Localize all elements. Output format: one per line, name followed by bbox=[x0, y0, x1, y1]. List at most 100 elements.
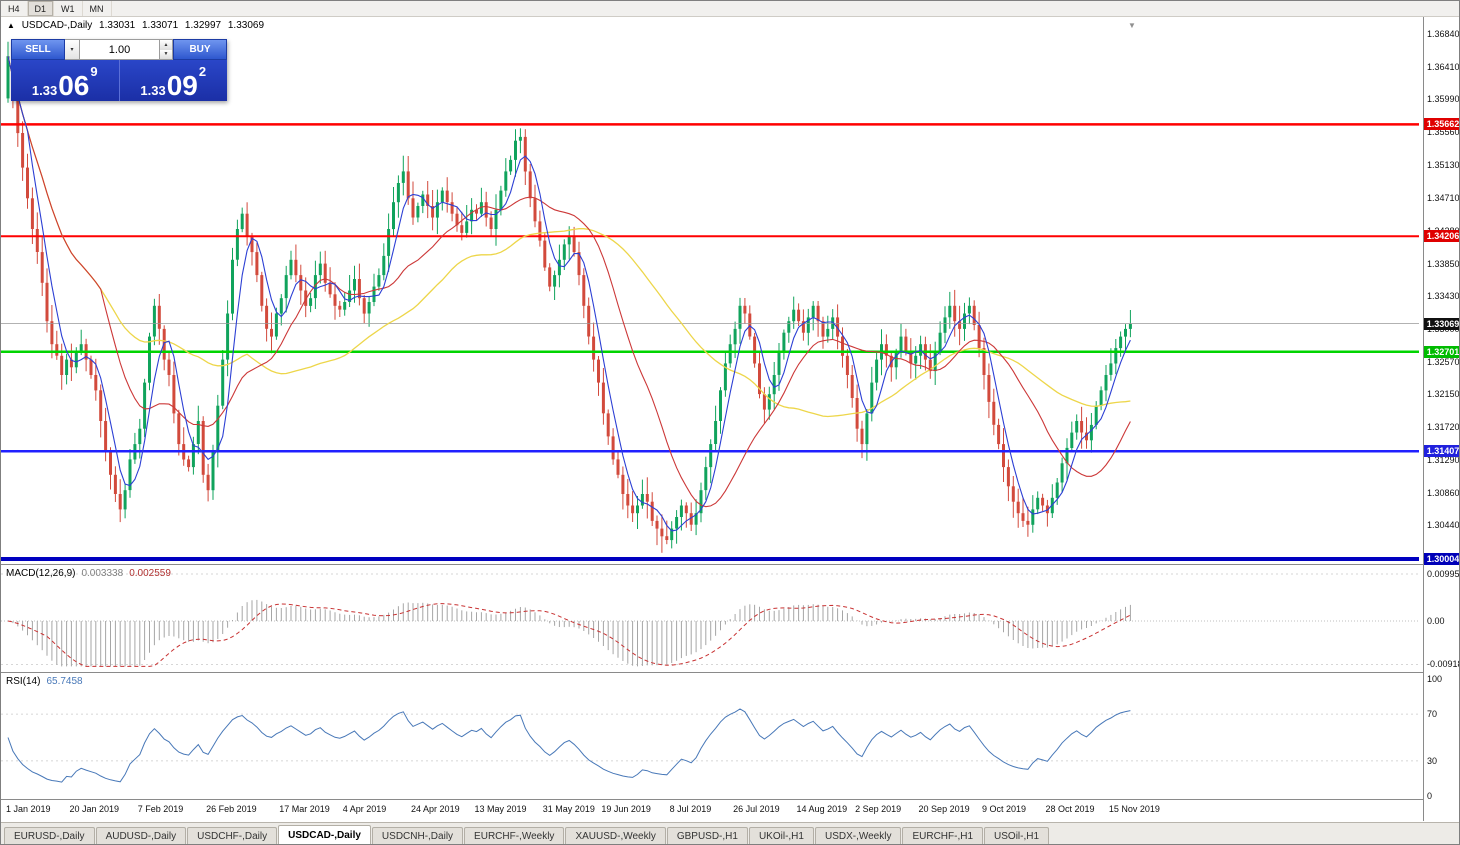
current-price-badge: 1.33069 bbox=[1424, 317, 1459, 330]
timeframe-button-w1[interactable]: W1 bbox=[54, 1, 83, 16]
ohlc-high: 1.33071 bbox=[141, 20, 179, 31]
spin-up-icon[interactable]: ▲ bbox=[160, 40, 172, 50]
level-price-badge: 1.34206 bbox=[1424, 230, 1459, 243]
date-tick: 9 Oct 2019 bbox=[982, 804, 1027, 814]
macd-scale-tick: 0.00995 bbox=[1427, 568, 1460, 579]
tab-usdx-weekly[interactable]: USDX-,Weekly bbox=[814, 827, 902, 844]
tab-ukoil-h1[interactable]: UKOil-,H1 bbox=[748, 827, 814, 844]
rsi-name: RSI(14) bbox=[6, 676, 41, 687]
macd-chart[interactable] bbox=[1, 565, 1423, 672]
rsi-label: RSI(14) 65.7458 bbox=[6, 676, 83, 687]
chevron-down-icon: ▾ bbox=[70, 47, 74, 53]
buy-price-big: 1.33 bbox=[140, 83, 166, 98]
date-tick: 20 Jan 2019 bbox=[69, 804, 119, 814]
date-tick: 26 Feb 2019 bbox=[206, 804, 257, 814]
price-tick: 1.35130 bbox=[1427, 160, 1460, 171]
ohlc-open: 1.33031 bbox=[99, 20, 136, 31]
rsi-panel[interactable]: RSI(14) 65.7458 bbox=[1, 673, 1423, 799]
buy-price[interactable]: 1.33 09 2 bbox=[120, 60, 228, 101]
date-axis[interactable]: 1 Jan 2019 20 Jan 2019 7 Feb 2019 26 Feb 20… bbox=[1, 800, 1423, 821]
timeframe-button-d1[interactable]: D1 bbox=[27, 1, 55, 16]
price-tick: 1.35990 bbox=[1427, 94, 1460, 105]
rsi-scale-tick: 70 bbox=[1427, 709, 1438, 720]
macd-signal-value: 0.002559 bbox=[129, 568, 171, 579]
volume-input[interactable]: 1.00 bbox=[80, 39, 159, 60]
date-tick: 13 May 2019 bbox=[474, 804, 527, 814]
date-tick: 14 Aug 2019 bbox=[796, 804, 848, 814]
rsi-scale-tick: 100 bbox=[1427, 674, 1443, 684]
macd-panel[interactable]: MACD(12,26,9) 0.003338 0.002559 bbox=[1, 565, 1423, 672]
buy-button[interactable]: BUY bbox=[173, 39, 227, 60]
date-tick: 15 Nov 2019 bbox=[1108, 804, 1160, 814]
main-chart-panel[interactable]: ▲ USDCAD-,Daily 1.33031 1.33071 1.32997 … bbox=[1, 17, 1423, 564]
macd-scale-tick: 0.00 bbox=[1427, 616, 1445, 626]
date-tick: 7 Feb 2019 bbox=[137, 804, 184, 814]
tab-audusd-daily[interactable]: AUDUSD-,Daily bbox=[95, 827, 187, 844]
timeframe-toolbar: H4 D1 W1 MN bbox=[1, 1, 1459, 17]
level-price-badge: 1.30004 bbox=[1424, 552, 1459, 565]
candlestick-chart[interactable] bbox=[1, 17, 1423, 564]
tab-usdcad-daily[interactable]: USDCAD-,Daily bbox=[278, 825, 371, 844]
ohlc-low: 1.32997 bbox=[184, 20, 222, 31]
date-tick: 20 Sep 2019 bbox=[918, 804, 970, 814]
level-price-badge: 1.31407 bbox=[1424, 445, 1459, 458]
panel-divider bbox=[1, 799, 1459, 800]
date-tick: 17 Mar 2019 bbox=[279, 804, 330, 814]
level-price-badge: 1.32701 bbox=[1424, 345, 1459, 358]
price-tick: 1.36410 bbox=[1427, 61, 1460, 72]
tab-xauusd-weekly[interactable]: XAUUSD-,Weekly bbox=[565, 827, 666, 844]
sell-price-mid: 06 bbox=[58, 70, 90, 101]
ohlc-close: 1.33069 bbox=[227, 20, 265, 31]
tab-usdchf-daily[interactable]: USDCHF-,Daily bbox=[187, 827, 278, 844]
tab-eurchf-weekly[interactable]: EURCHF-,Weekly bbox=[464, 827, 565, 844]
volume-stepper[interactable]: ▲ ▼ bbox=[159, 39, 173, 60]
price-tick: 1.32150 bbox=[1427, 389, 1460, 400]
rsi-scale-tick: 30 bbox=[1427, 755, 1438, 766]
macd-scale-tick: -0.00918 bbox=[1427, 659, 1460, 670]
price-axis[interactable]: 1.36840 1.36410 1.35990 1.35560 1.35130 1.347… bbox=[1423, 17, 1460, 821]
chart-tab-bar: EURUSD-,Daily AUDUSD-,Daily USDCHF-,Daily U… bbox=[1, 822, 1459, 844]
sell-price[interactable]: 1.33 06 9 bbox=[11, 60, 119, 101]
panel-divider[interactable] bbox=[1, 672, 1459, 673]
chart-title: ▲ USDCAD-,Daily 1.33031 1.33071 1.32997 … bbox=[7, 20, 268, 31]
macd-main-value: 0.003338 bbox=[81, 568, 124, 579]
date-tick: 26 Jul 2019 bbox=[733, 804, 780, 814]
date-tick: 31 May 2019 bbox=[542, 804, 595, 814]
one-click-trading-panel: SELL ▾ 1.00 ▲ ▼ BUY 1.33 06 9 bbox=[11, 39, 227, 101]
panel-divider[interactable] bbox=[1, 564, 1459, 565]
buy-price-sup: 2 bbox=[198, 64, 207, 79]
chart-shift-marker[interactable]: ▼ bbox=[1128, 21, 1136, 30]
tab-gbpusd-h1[interactable]: GBPUSD-,H1 bbox=[666, 827, 748, 844]
price-tick: 1.33430 bbox=[1427, 290, 1460, 301]
price-tick: 1.36840 bbox=[1427, 28, 1460, 39]
date-tick: 24 Apr 2019 bbox=[411, 804, 460, 814]
date-tick: 19 Jun 2019 bbox=[601, 804, 651, 814]
macd-name: MACD(12,26,9) bbox=[6, 568, 76, 579]
price-tick: 1.32570 bbox=[1427, 356, 1460, 367]
date-tick: 28 Oct 2019 bbox=[1045, 804, 1095, 814]
timeframe-button-h4[interactable]: H4 bbox=[1, 1, 28, 16]
buy-price-mid: 09 bbox=[166, 70, 198, 101]
price-tick: 1.30440 bbox=[1427, 520, 1460, 531]
spin-down-icon[interactable]: ▼ bbox=[160, 49, 172, 59]
sell-button[interactable]: SELL bbox=[11, 39, 65, 60]
date-tick: 8 Jul 2019 bbox=[669, 804, 712, 814]
date-tick: 4 Apr 2019 bbox=[342, 804, 387, 814]
tab-eurusd-daily[interactable]: EURUSD-,Daily bbox=[4, 827, 95, 844]
tab-eurchf-h1[interactable]: EURCHF-,H1 bbox=[902, 827, 984, 844]
sell-price-sup: 9 bbox=[90, 64, 98, 79]
trade-panel-divider bbox=[118, 60, 120, 101]
one-click-collapse-icon[interactable]: ▲ bbox=[7, 21, 15, 30]
price-tick: 1.30860 bbox=[1427, 488, 1460, 499]
price-tick: 1.33850 bbox=[1427, 258, 1460, 269]
tab-usoil-h1[interactable]: USOil-,H1 bbox=[984, 827, 1050, 844]
volume-dropdown-button[interactable]: ▾ bbox=[65, 39, 80, 60]
tab-usdcnh-daily[interactable]: USDCNH-,Daily bbox=[371, 827, 464, 844]
rsi-chart[interactable] bbox=[1, 673, 1423, 799]
sell-price-big: 1.33 bbox=[31, 83, 58, 98]
timeframe-button-mn[interactable]: MN bbox=[82, 1, 112, 16]
chart-symbol-period: USDCAD-,Daily bbox=[21, 20, 93, 31]
price-tick: 1.31720 bbox=[1427, 422, 1460, 433]
rsi-value: 65.7458 bbox=[46, 676, 83, 687]
rsi-scale-tick: 0 bbox=[1427, 791, 1433, 801]
